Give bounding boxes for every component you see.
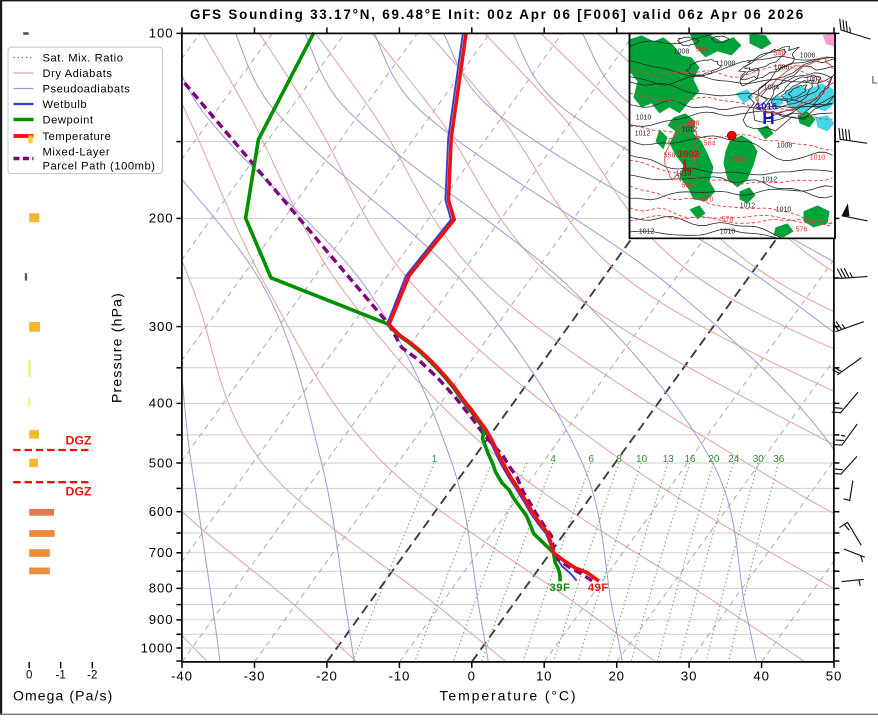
- svg-text:Pressure (hPa): Pressure (hPa): [109, 292, 125, 403]
- svg-text:GFS Sounding 33.17°N, 69.48°E: GFS Sounding 33.17°N, 69.48°E Init: 00z …: [190, 7, 805, 22]
- svg-text:1006: 1006: [800, 52, 816, 59]
- svg-text:700: 700: [149, 545, 174, 560]
- svg-text:548: 548: [774, 50, 786, 57]
- svg-text:300: 300: [149, 319, 174, 334]
- svg-text:-30: -30: [244, 669, 266, 684]
- svg-text:1010: 1010: [720, 228, 736, 235]
- svg-text:-40: -40: [171, 669, 193, 684]
- svg-text:24: 24: [728, 454, 740, 465]
- svg-text:500: 500: [149, 455, 174, 470]
- svg-text:1012: 1012: [682, 126, 698, 133]
- svg-text:900: 900: [149, 612, 174, 627]
- svg-text:1012: 1012: [740, 202, 756, 209]
- svg-text:Pseudoadiabats: Pseudoadiabats: [43, 84, 131, 96]
- svg-text:Sat. Mix. Ratio: Sat. Mix. Ratio: [43, 53, 124, 65]
- svg-text:558: 558: [688, 120, 700, 127]
- svg-text:-20: -20: [316, 669, 338, 684]
- svg-text:36: 36: [773, 454, 785, 465]
- svg-text:-10: -10: [389, 669, 411, 684]
- svg-text:554: 554: [696, 46, 708, 53]
- svg-text:400: 400: [149, 396, 174, 411]
- svg-text:1012: 1012: [635, 130, 651, 137]
- svg-text:1012: 1012: [639, 228, 655, 235]
- svg-text:1010: 1010: [776, 206, 792, 213]
- svg-text:570: 570: [702, 196, 714, 203]
- svg-text:Temperature (°C): Temperature (°C): [440, 688, 578, 704]
- svg-text:DGZ: DGZ: [66, 485, 92, 499]
- svg-text:200: 200: [149, 211, 174, 226]
- svg-text:30: 30: [753, 454, 765, 465]
- svg-text:1: 1: [432, 454, 438, 465]
- svg-text:0: 0: [26, 670, 32, 682]
- svg-text:100: 100: [149, 26, 174, 41]
- svg-text:Parcel Path (100mb): Parcel Path (100mb): [43, 161, 156, 173]
- svg-text:Dewpoint: Dewpoint: [43, 115, 94, 127]
- svg-text:Temperature: Temperature: [43, 131, 112, 143]
- svg-text:1000: 1000: [141, 640, 174, 655]
- svg-text:Omega (Pa/s): Omega (Pa/s): [13, 688, 113, 704]
- svg-text:1008: 1008: [674, 48, 690, 55]
- svg-text:1006: 1006: [774, 64, 790, 71]
- svg-text:49F: 49F: [588, 582, 609, 594]
- svg-text:1010: 1010: [810, 154, 826, 161]
- svg-text:-2: -2: [87, 670, 97, 682]
- svg-text:1004: 1004: [764, 84, 780, 91]
- svg-text:Wetbulb: Wetbulb: [43, 99, 88, 111]
- svg-text:600: 600: [149, 504, 174, 519]
- svg-text:558: 558: [664, 152, 676, 159]
- svg-text:Mixed-Layer: Mixed-Layer: [43, 147, 111, 159]
- svg-text:20: 20: [608, 669, 624, 684]
- svg-text:0: 0: [468, 669, 476, 684]
- svg-text:576: 576: [796, 226, 808, 233]
- svg-text:10: 10: [536, 669, 552, 684]
- svg-text:564: 564: [734, 156, 746, 163]
- svg-text:8: 8: [616, 454, 622, 465]
- svg-text:13: 13: [663, 454, 675, 465]
- svg-text:6: 6: [588, 454, 594, 465]
- svg-text:564: 564: [682, 182, 694, 189]
- svg-text:576: 576: [722, 216, 734, 223]
- svg-text:564: 564: [704, 140, 716, 147]
- svg-text:39F: 39F: [550, 582, 571, 594]
- svg-text:30: 30: [681, 669, 697, 684]
- svg-text:-1: -1: [56, 670, 66, 682]
- svg-text:1010: 1010: [636, 114, 652, 121]
- svg-text:20: 20: [708, 454, 720, 465]
- svg-text:4: 4: [550, 454, 556, 465]
- svg-text:Dry Adiabats: Dry Adiabats: [43, 68, 113, 80]
- svg-text:L: L: [872, 75, 878, 87]
- svg-text:800: 800: [149, 581, 174, 596]
- svg-text:50: 50: [826, 669, 842, 684]
- svg-text:L: L: [682, 156, 692, 175]
- svg-text:1008: 1008: [777, 142, 793, 149]
- svg-text:H: H: [762, 109, 774, 128]
- svg-text:10: 10: [636, 454, 648, 465]
- svg-text:1012: 1012: [762, 176, 778, 183]
- svg-text:1008: 1008: [720, 60, 736, 67]
- svg-text:DGZ: DGZ: [66, 433, 92, 447]
- svg-text:16: 16: [684, 454, 696, 465]
- svg-text:1002: 1002: [806, 76, 822, 83]
- svg-text:40: 40: [753, 669, 769, 684]
